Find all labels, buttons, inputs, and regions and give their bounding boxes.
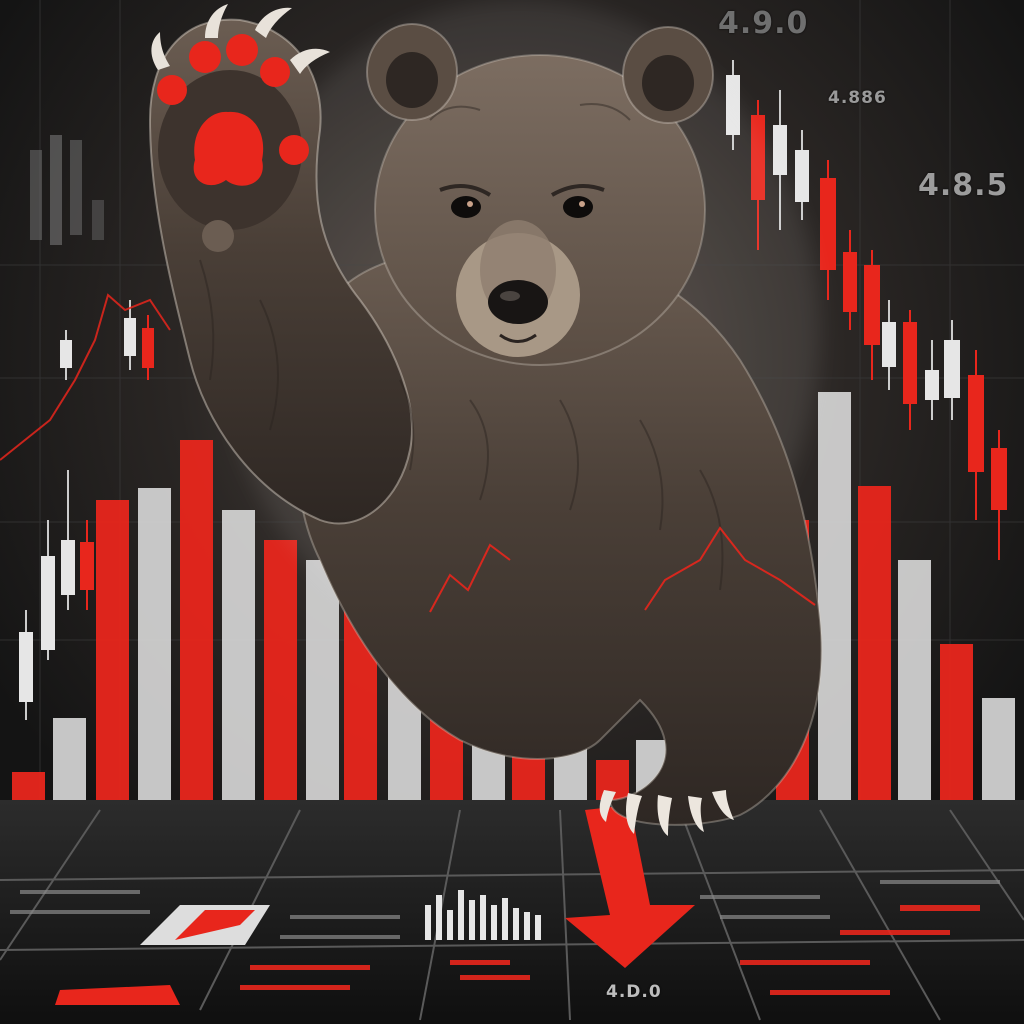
bar-white [818,392,851,805]
bar-white [306,560,339,805]
bar-red [858,486,891,805]
price-label-bottom: 4.D.0 [606,982,662,1002]
price-label-top: 4.9.0 [718,6,809,41]
bar-white [982,698,1015,805]
bar-red [940,644,973,805]
bear [148,0,823,836]
bar-red [96,500,129,805]
bar-red [180,440,213,805]
bar-white [222,510,255,805]
bear-nose [488,280,548,324]
red-crack-lines [429,526,816,613]
price-label-right: 4.8.5 [918,168,1009,203]
down-arrow-icon [565,805,695,968]
paw-pads [157,34,309,186]
bar-white [898,560,931,805]
bar-white [53,718,86,805]
bar-red [12,772,45,805]
candlesticks-left [19,300,154,720]
price-label-mid: 4.886 [828,88,887,108]
planted-paw-claws [599,790,734,836]
floor [0,800,1024,1024]
bear-eyes [439,184,605,218]
bar-red [264,540,297,805]
background-candles-left [30,135,104,245]
bar-white [138,488,171,805]
raised-paw-claws [151,4,330,74]
